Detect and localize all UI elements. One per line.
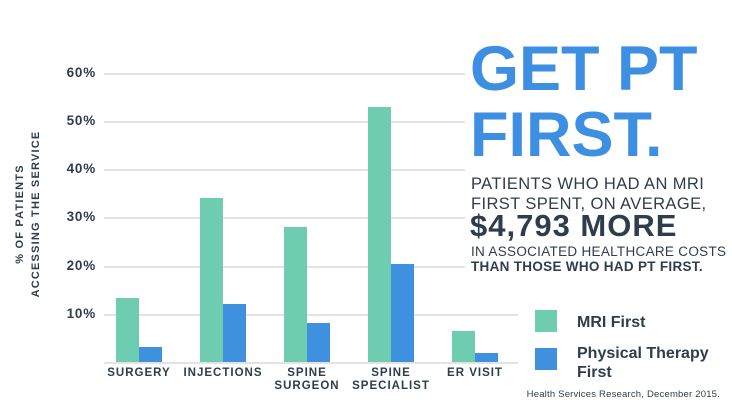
x-axis-label: ER VISIT [447,367,503,379]
y-tick-label: 40% [66,161,96,176]
bar-mri-first [116,298,139,362]
y-tick-label: 50% [66,113,96,128]
y-tick-label: 60% [66,65,96,80]
bar-pt-first [307,323,330,362]
cost-highlight: $4,793 MORE [470,208,678,243]
x-axis-label: SPINE SURGEON [274,367,340,392]
headline: GET PT FIRST. [470,34,698,170]
y-tick-label: 20% [66,258,96,273]
headline-intro-text: PATIENTS WHO HAD AN MRI FIRST SPENT, ON … [471,175,707,213]
bar-pt-first [139,347,162,362]
bar-mri-first [200,198,223,362]
gridline [104,169,465,171]
legend-swatch-pt-first [535,348,557,370]
legend-label-mri-first: MRI First [577,314,646,331]
x-axis-label: SURGERY [107,367,171,379]
source-citation: Health Services Research, December 2015. [526,389,720,400]
bar-mri-first [368,107,391,362]
x-axis-label: SPINE SPECIALIST [352,367,430,392]
cost-emphasis-text: THAN THOSE WHO HAD PT FIRST. [471,259,703,274]
gridline [104,217,465,219]
bar-pt-first [391,264,414,362]
bar-mri-first [452,331,475,362]
x-axis-baseline [104,362,518,364]
cost-detail-text: IN ASSOCIATED HEALTHCARE COSTS [471,244,727,259]
gridline [104,121,465,123]
y-tick-label: 10% [66,306,96,321]
legend-swatch-mri-first [535,310,557,332]
gridline [104,73,465,75]
gridline [104,314,518,316]
legend-label-pt-first: Physical Therapy First [577,345,709,381]
bar-pt-first [475,353,498,362]
bar-mri-first [284,227,307,362]
x-axis-label: INJECTIONS [183,367,263,379]
y-tick-label: 30% [66,209,96,224]
bar-pt-first [223,304,246,362]
